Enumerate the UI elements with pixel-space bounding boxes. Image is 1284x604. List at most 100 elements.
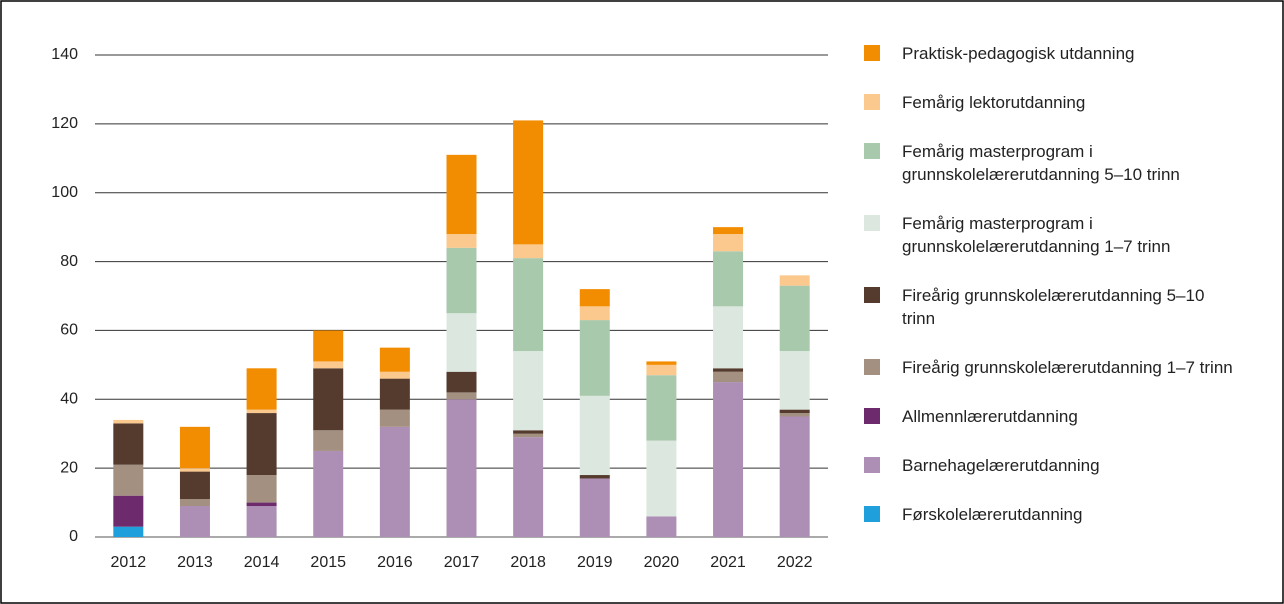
bar-segment (513, 244, 544, 259)
bar-segment (446, 154, 477, 235)
bar-segment (646, 440, 677, 517)
legend-label: Allmennlærerutdanning (902, 407, 1078, 426)
x-tick-label: 2015 (310, 554, 346, 571)
y-tick-label: 20 (60, 459, 78, 476)
y-tick-label: 40 (60, 391, 78, 408)
bar-segment (446, 247, 477, 314)
legend-label: Fireårig grunnskolelærerutdanning 1–7 tr… (902, 358, 1233, 377)
bar-segment (113, 423, 144, 465)
legend-item: Fireårig grunnskolelærerutdanning 5–10 t… (858, 284, 1238, 330)
y-tick-label: 100 (51, 184, 78, 201)
legend-label: Femårig masterprogram i grunnskolelæreru… (902, 142, 1180, 184)
bar-segment (446, 399, 477, 537)
y-tick-label: 0 (69, 528, 78, 545)
bar-segment (379, 347, 410, 372)
legend-label: Femårig masterprogram i grunnskolelæreru… (902, 214, 1171, 256)
legend-item: Førskolelærerutdanning (858, 503, 1238, 526)
y-tick-label: 60 (60, 322, 78, 339)
bar-segment (379, 378, 410, 410)
bar-segment (713, 306, 744, 369)
x-tick-label: 2021 (710, 554, 746, 571)
bar-segment (113, 464, 144, 496)
bar-segment (179, 468, 210, 472)
bar-segment (579, 478, 610, 537)
bar-segment (646, 361, 677, 365)
bar-segment (779, 275, 810, 286)
x-tick-label: 2019 (577, 554, 613, 571)
bar-segment (246, 368, 277, 410)
y-tick-label: 120 (51, 115, 78, 132)
legend-item: Barnehagelærerutdanning (858, 454, 1238, 477)
bar-segment (313, 368, 344, 431)
bar-segment (246, 409, 277, 414)
x-tick-label: 2022 (777, 554, 813, 571)
bar-segment (779, 416, 810, 537)
y-tick-label: 80 (60, 253, 78, 270)
x-tick-label: 2012 (111, 554, 147, 571)
bar-segment (579, 320, 610, 396)
legend-swatch (864, 287, 880, 303)
bar-segment (579, 395, 610, 476)
legend-label: Femårig lektorutdanning (902, 93, 1086, 112)
legend-item: Femårig masterprogram i grunnskolelæreru… (858, 212, 1238, 258)
legend: Førskolelærerutdanning Barnehagelærerutda… (858, 42, 1238, 526)
bar-segment (513, 120, 544, 245)
bar-segment (713, 251, 744, 307)
bar-segment (513, 430, 544, 434)
x-tick-label: 2014 (244, 554, 280, 571)
legend-item: Femårig lektorutdanning (858, 91, 1238, 114)
bar-segment (579, 475, 610, 479)
legend-item: Femårig masterprogram i grunnskolelæreru… (858, 140, 1238, 186)
legend-item: Praktisk-pedagogisk utdanning (858, 42, 1238, 65)
bar-segment (379, 409, 410, 427)
x-tick-label: 2020 (644, 554, 680, 571)
bar-segment (246, 502, 277, 507)
x-tick-label: 2016 (377, 554, 413, 571)
bar-segment (179, 506, 210, 537)
bar-segment (713, 368, 744, 372)
legend-swatch (864, 94, 880, 110)
bar-segment (513, 437, 544, 537)
bar-segment (179, 499, 210, 507)
bar-segment (646, 364, 677, 376)
bar-segment (179, 426, 210, 469)
legend-item: Allmennlærerutdanning (858, 405, 1238, 428)
bar-segment (579, 306, 610, 321)
bar-segment (579, 289, 610, 307)
bar-segment (179, 471, 210, 500)
bar-segment (246, 475, 277, 503)
bar-segment (313, 361, 344, 369)
bar-segment (379, 371, 410, 379)
bar-segment (313, 450, 344, 537)
bar-segment (713, 382, 744, 537)
bar-segment (313, 330, 344, 362)
bar-segment (513, 258, 544, 352)
legend-swatch (864, 408, 880, 424)
bar-segment (779, 413, 810, 417)
bar-segment (379, 426, 410, 537)
bar-segment (513, 433, 544, 438)
bar-segment (713, 234, 744, 252)
legend-label: Barnehagelærerutdanning (902, 456, 1100, 475)
bar-segment (246, 506, 277, 537)
legend-swatch (864, 215, 880, 231)
y-tick-label: 140 (51, 46, 78, 63)
legend-label: Førskolelærerutdanning (902, 505, 1083, 524)
legend-swatch (864, 143, 880, 159)
bar-segment (646, 516, 677, 537)
bar-segment (779, 285, 810, 352)
bar-segment (246, 413, 277, 476)
bar-segment (446, 371, 477, 393)
bar-segment (513, 351, 544, 431)
x-tick-label: 2017 (444, 554, 480, 571)
x-tick-label: 2013 (177, 554, 213, 571)
bar-segment (713, 371, 744, 383)
legend-item: Fireårig grunnskolelærerutdanning 1–7 tr… (858, 356, 1238, 379)
legend-swatch (864, 45, 880, 61)
legend-label: Praktisk-pedagogisk utdanning (902, 44, 1135, 63)
legend-swatch (864, 359, 880, 375)
bar-segment (446, 313, 477, 372)
bar-segment (713, 227, 744, 235)
